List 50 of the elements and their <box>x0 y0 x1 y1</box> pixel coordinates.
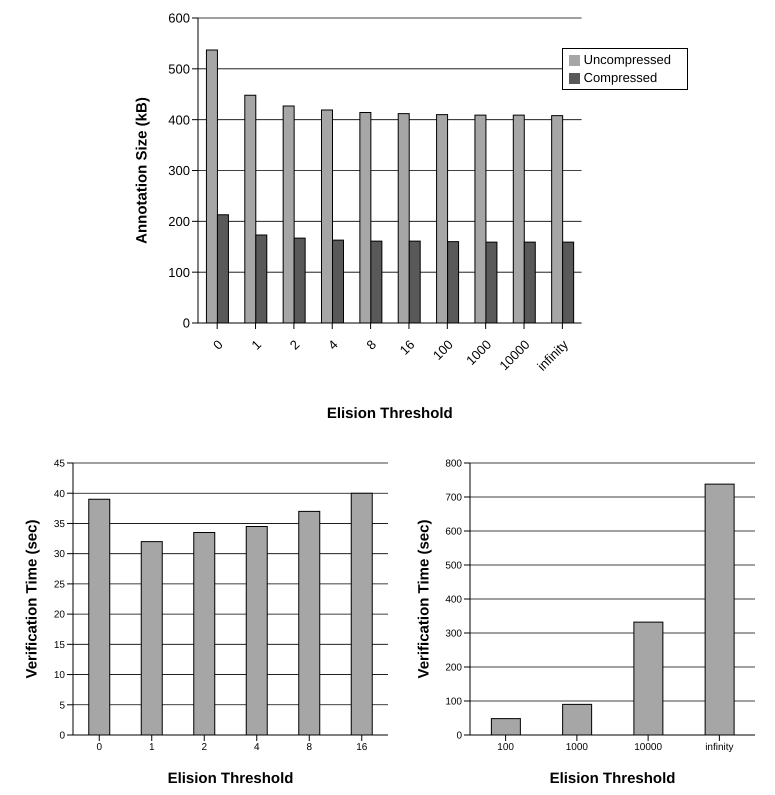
x-tick-label: 10000 <box>634 742 662 754</box>
y-tick-label: 0 <box>59 730 66 742</box>
x-axis-title: Elision Threshold <box>550 770 676 787</box>
y-tick-label: 400 <box>168 112 190 128</box>
x-tick-label: 1000 <box>566 742 588 754</box>
y-tick-label: 30 <box>54 549 66 560</box>
y-tick-label: 5 <box>59 700 66 712</box>
y-tick-label: 15 <box>54 640 66 651</box>
y-tick-label: 0 <box>182 316 190 331</box>
y-tick-label: 200 <box>445 662 462 674</box>
y-axis-title: Annotation Size (kB) <box>133 97 150 244</box>
x-tick-label: 8 <box>306 742 312 754</box>
y-tick-label: 40 <box>54 488 66 500</box>
y-tick-label: 300 <box>445 628 462 640</box>
legend-label: Uncompressed <box>584 52 671 67</box>
x-tick-label: 0 <box>210 336 226 353</box>
y-tick-label: 300 <box>168 163 190 178</box>
x-tick-label: 4 <box>325 336 341 353</box>
x-tick-label: 0 <box>96 742 102 754</box>
y-axis-title: Verification Time (sec) <box>23 520 40 678</box>
y-tick-label: 500 <box>168 61 190 76</box>
y-tick-label: 10 <box>54 670 66 682</box>
y-tick-label: 20 <box>54 610 66 621</box>
y-tick-label: 25 <box>54 579 66 590</box>
x-tick-label: 100 <box>497 742 514 754</box>
y-tick-label: 100 <box>445 696 462 708</box>
y-tick-label: 700 <box>445 492 462 504</box>
x-axis-title: Elision Threshold <box>168 770 294 787</box>
legend-label: Compressed <box>584 70 658 85</box>
x-tick-label: 4 <box>254 742 260 754</box>
x-axis-title: Elision Threshold <box>326 405 453 422</box>
y-tick-label: 600 <box>445 526 462 538</box>
x-tick-label: infinity <box>705 742 734 754</box>
y-tick-label: 600 <box>168 10 190 26</box>
y-tick-label: 45 <box>54 458 66 470</box>
y-tick-label: 100 <box>168 264 190 280</box>
y-tick-label: 200 <box>168 214 190 229</box>
x-tick-label: 1 <box>248 336 264 353</box>
y-tick-label: 35 <box>54 518 66 530</box>
x-tick-label: 1 <box>148 742 155 754</box>
x-tick-label: 8 <box>363 336 380 353</box>
x-tick-label: 2 <box>286 336 302 353</box>
y-tick-label: 400 <box>445 594 462 606</box>
x-tick-label: 16 <box>356 742 368 754</box>
x-tick-label: 16 <box>396 336 418 358</box>
x-tick-label: 2 <box>201 742 208 754</box>
y-tick-label: 500 <box>445 560 462 572</box>
y-axis-title: Verification Time (sec) <box>415 520 432 678</box>
y-tick-label: 0 <box>456 730 462 742</box>
y-tick-label: 800 <box>445 458 462 470</box>
